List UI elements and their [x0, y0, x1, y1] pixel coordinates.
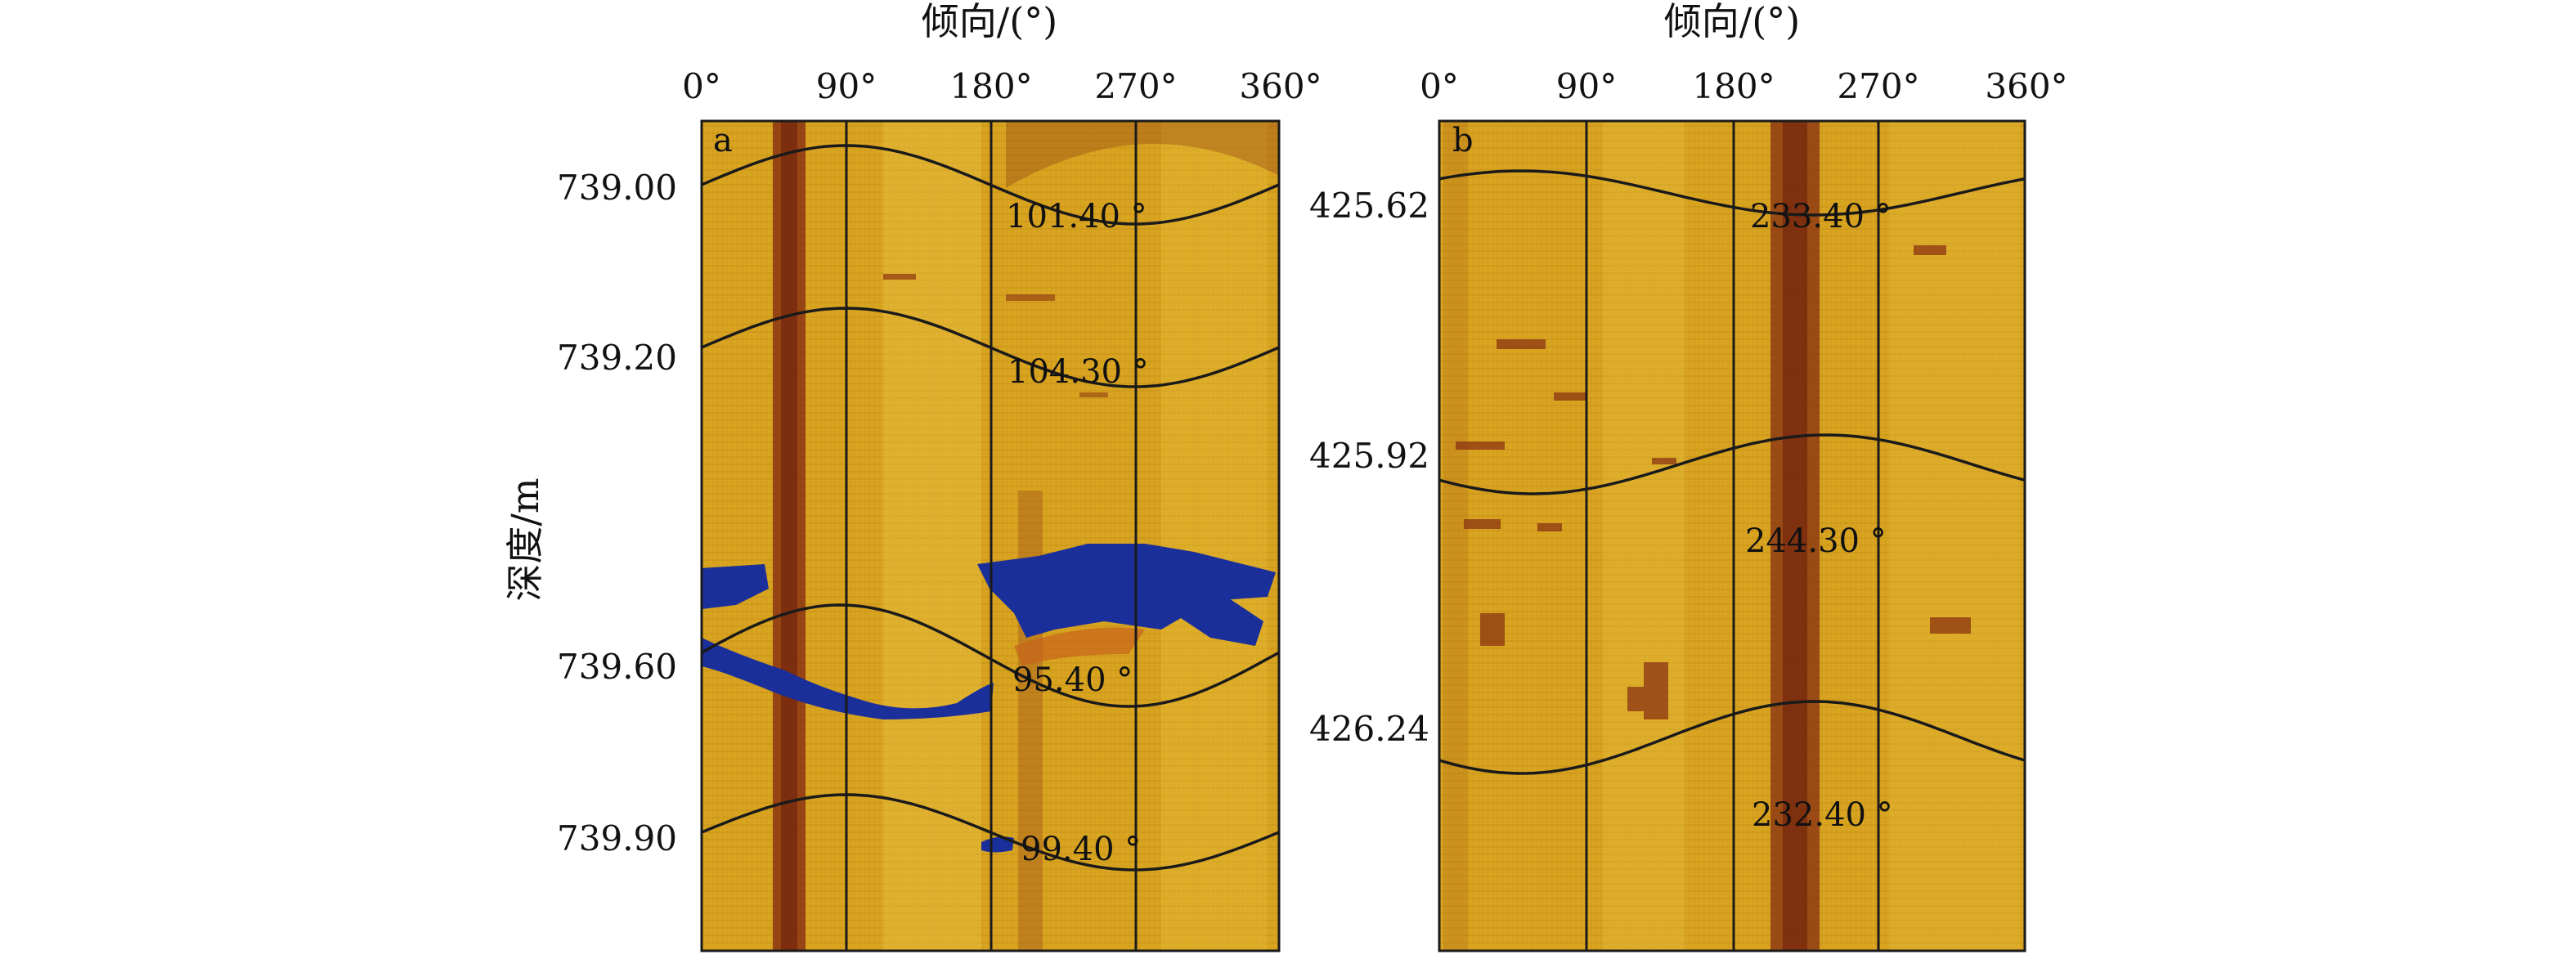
panel-a-fracture-trace-1 — [702, 144, 1279, 226]
panel-a-tick-360: 360° — [1239, 66, 1322, 106]
panel-a-frame — [700, 119, 1281, 952]
panel-b-fracture-trace-2 — [1439, 433, 2025, 495]
panel-a-fracture-trace-4 — [702, 793, 1279, 872]
panel-b-frame — [1438, 119, 2026, 952]
panel-a-dip-1: 101.40 ° — [1006, 198, 1147, 235]
panel-a-depth-2: 739.20 — [557, 338, 677, 378]
panel-a-azimuth-ticks: 0° 90° 180° 270° 360° — [682, 66, 1322, 106]
panel-a: 倾向/(°) 0° 90° 180° 270° 360° 739.00 739.… — [557, 0, 1322, 952]
panel-b-tick-0: 0° — [1420, 66, 1459, 106]
panel-b-tick-180: 180° — [1692, 66, 1775, 106]
panel-b: 倾向/(°) 0° 90° 180° 270° 360° 425.62 425.… — [1309, 0, 2068, 952]
panel-a-dip-labels: 101.40 ° 104.30 ° 95.40 ° 99.40 ° — [1006, 198, 1149, 868]
panel-a-tick-180: 180° — [949, 66, 1032, 106]
panel-a-fracture-traces — [702, 144, 1279, 872]
panel-b-depth-ticks: 425.62 425.92 426.24 — [1309, 186, 1429, 749]
panel-b-image — [1439, 121, 2025, 951]
panel-b-top-title: 倾向/(°) — [1664, 0, 1800, 43]
panel-a-tick-90: 90° — [816, 66, 877, 106]
panel-b-fracture-traces — [1439, 169, 2025, 775]
panel-a-top-title: 倾向/(°) — [922, 0, 1057, 43]
panel-a-dip-2: 104.30 ° — [1008, 353, 1149, 391]
panel-a-fracture-trace-2 — [702, 307, 1279, 388]
y-axis-title: 深度/m — [503, 477, 547, 601]
panel-b-depth-3: 426.24 — [1309, 709, 1429, 749]
panel-b-fracture-trace-1 — [1439, 169, 2025, 217]
panel-a-depth-ticks: 739.00 739.20 739.60 739.90 — [557, 168, 677, 858]
panel-a-label: a — [713, 122, 733, 159]
panel-b-dip-3: 232.40 ° — [1752, 796, 1893, 834]
panel-a-dip-4: 99.40 ° — [1021, 831, 1141, 868]
panel-b-tick-270: 270° — [1837, 66, 1919, 106]
panel-a-tick-0: 0° — [682, 66, 721, 106]
panel-b-fracture-trace-3 — [1439, 700, 2025, 775]
panel-a-depth-3: 739.60 — [557, 647, 677, 687]
panel-a-dip-3: 95.40 ° — [1012, 661, 1133, 699]
panel-b-dip-labels: 233.40 ° 244.30 ° 232.40 ° — [1745, 198, 1893, 834]
panel-b-dark-patches — [1456, 245, 1971, 719]
panel-a-fracture-trace-3 — [702, 603, 1279, 708]
panel-b-depth-1: 425.62 — [1309, 186, 1429, 226]
panel-b-tick-360: 360° — [1985, 66, 2067, 106]
panel-b-depth-2: 425.92 — [1309, 436, 1429, 476]
panel-b-dip-2: 244.30 ° — [1745, 522, 1887, 560]
panel-b-azimuth-ticks: 0° 90° 180° 270° 360° — [1420, 66, 2067, 106]
panel-b-tick-90: 90° — [1556, 66, 1617, 106]
panel-a-azimuth-gridlines — [845, 121, 1138, 951]
panel-a-depth-1: 739.00 — [557, 168, 677, 208]
panel-b-azimuth-gridlines — [1585, 121, 1880, 951]
panel-a-depth-4: 739.90 — [557, 818, 677, 858]
panel-b-label: b — [1452, 122, 1474, 159]
panel-b-dip-1: 233.40 ° — [1750, 198, 1892, 235]
panel-a-tick-270: 270° — [1094, 66, 1177, 106]
